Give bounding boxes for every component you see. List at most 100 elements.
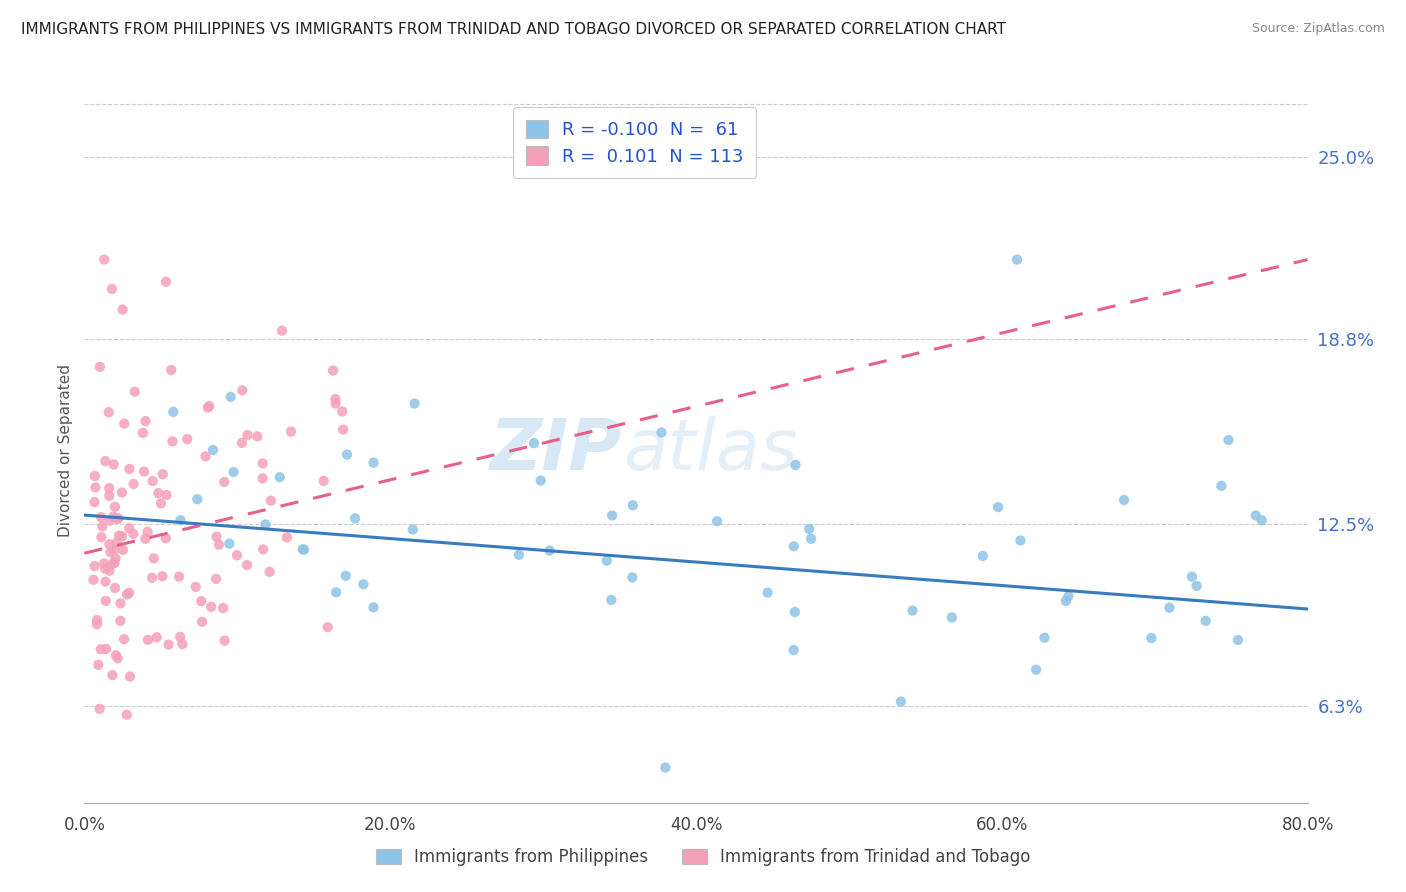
Point — [259, 565, 281, 579]
Point — [112, 632, 135, 647]
Point — [901, 604, 924, 618]
Point — [1181, 569, 1204, 583]
Point — [184, 580, 207, 594]
Point — [111, 485, 134, 500]
Point — [783, 539, 806, 553]
Point — [252, 542, 274, 557]
Point — [84, 480, 107, 494]
Point — [105, 512, 128, 526]
Point — [1025, 663, 1047, 677]
Point — [150, 496, 173, 510]
Point — [107, 651, 129, 665]
Point — [107, 511, 129, 525]
Text: atlas: atlas — [623, 416, 797, 485]
Point — [650, 425, 672, 440]
Point — [292, 542, 315, 557]
Point — [987, 500, 1010, 514]
Point — [325, 585, 347, 599]
Point — [280, 425, 302, 439]
Point — [231, 435, 253, 450]
Point — [1010, 533, 1032, 548]
Point — [160, 363, 183, 377]
Point — [231, 384, 253, 398]
Point — [101, 557, 124, 571]
Point — [89, 702, 111, 716]
Point — [600, 593, 623, 607]
Point — [83, 469, 105, 483]
Point — [363, 456, 385, 470]
Point — [218, 536, 240, 550]
Point — [98, 481, 121, 495]
Point — [252, 456, 274, 470]
Point — [169, 513, 191, 527]
Point — [890, 695, 912, 709]
Point — [291, 542, 314, 557]
Point — [142, 474, 165, 488]
Point — [269, 470, 291, 484]
Point — [186, 492, 208, 507]
Point — [103, 509, 125, 524]
Point — [1227, 632, 1250, 647]
Point — [110, 596, 132, 610]
Point — [252, 471, 274, 485]
Legend: Immigrants from Philippines, Immigrants from Trinidad and Tobago: Immigrants from Philippines, Immigrants … — [370, 842, 1036, 873]
Point — [101, 668, 124, 682]
Point — [325, 392, 347, 406]
Text: IMMIGRANTS FROM PHILIPPINES VS IMMIGRANTS FROM TRINIDAD AND TOBAGO DIVORCED OR S: IMMIGRANTS FROM PHILIPPINES VS IMMIGRANT… — [21, 22, 1007, 37]
Point — [316, 620, 339, 634]
Point — [98, 514, 121, 528]
Point — [152, 467, 174, 482]
Point — [344, 511, 367, 525]
Point — [94, 574, 117, 589]
Point — [530, 474, 553, 488]
Point — [1054, 594, 1077, 608]
Point — [1112, 493, 1135, 508]
Point — [118, 521, 141, 535]
Point — [169, 630, 191, 644]
Point — [508, 548, 530, 562]
Point — [94, 594, 117, 608]
Point — [756, 585, 779, 599]
Point — [112, 417, 135, 431]
Point — [214, 475, 236, 489]
Point — [94, 454, 117, 468]
Point — [198, 399, 221, 413]
Point — [86, 613, 108, 627]
Point — [205, 572, 228, 586]
Y-axis label: Divorced or Separated: Divorced or Separated — [58, 364, 73, 537]
Point — [157, 638, 180, 652]
Point — [142, 551, 165, 566]
Point — [783, 605, 806, 619]
Point — [167, 569, 190, 583]
Point — [83, 495, 105, 509]
Point — [122, 526, 145, 541]
Point — [104, 500, 127, 514]
Point — [596, 554, 619, 568]
Point — [1185, 579, 1208, 593]
Point — [104, 556, 127, 570]
Point — [325, 396, 347, 410]
Point — [115, 588, 138, 602]
Point — [176, 432, 198, 446]
Point — [101, 282, 124, 296]
Text: Source: ZipAtlas.com: Source: ZipAtlas.com — [1251, 22, 1385, 36]
Point — [190, 594, 212, 608]
Point — [212, 601, 235, 615]
Point — [363, 600, 385, 615]
Point — [1244, 508, 1267, 523]
Point — [335, 569, 357, 583]
Point — [1159, 600, 1181, 615]
Point — [135, 414, 157, 428]
Point — [155, 275, 177, 289]
Point — [152, 569, 174, 583]
Point — [271, 324, 294, 338]
Point — [94, 642, 117, 657]
Point — [89, 359, 111, 374]
Point — [91, 519, 114, 533]
Point — [136, 524, 159, 539]
Point — [1033, 631, 1056, 645]
Point — [162, 405, 184, 419]
Point — [1250, 513, 1272, 527]
Point — [226, 549, 249, 563]
Point — [94, 562, 117, 576]
